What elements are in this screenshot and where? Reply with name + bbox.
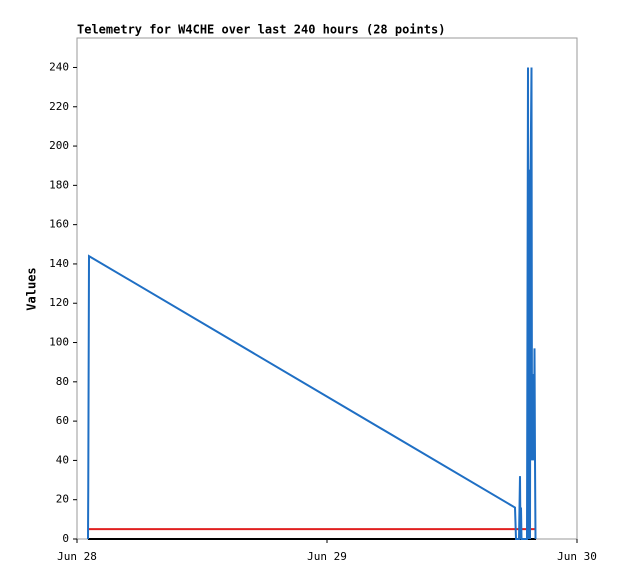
y-tick-label: 40 [56, 453, 69, 466]
y-tick-label: 240 [49, 60, 69, 73]
y-tick-label: 160 [49, 218, 69, 231]
y-tick-label: 20 [56, 493, 69, 506]
x-tick-label: Jun 28 [57, 550, 97, 563]
chart-title: Telemetry for W4CHE over last 240 hours … [77, 23, 445, 37]
y-tick-label: 60 [56, 414, 69, 427]
x-tick-label: Jun 29 [307, 550, 347, 563]
y-tick-label: 80 [56, 375, 69, 388]
y-tick-label: 200 [49, 139, 69, 152]
x-tick-label: Jun 30 [557, 550, 597, 563]
y-tick-label: 180 [49, 178, 69, 191]
plot-frame [76, 37, 578, 540]
y-tick-label: 0 [62, 532, 69, 545]
y-tick-label: 220 [49, 100, 69, 113]
y-tick-label: 120 [49, 296, 69, 309]
y-tick-label: 100 [49, 336, 69, 349]
y-tick-label: 140 [49, 257, 69, 270]
series-line [87, 67, 537, 540]
y-axis-label: Values [25, 267, 39, 310]
